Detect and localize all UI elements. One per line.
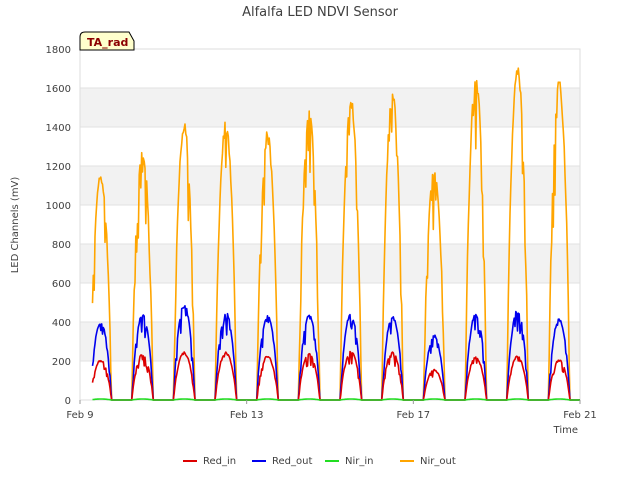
- grid-band: [80, 244, 580, 283]
- ta-rad-badge: TA_rad: [79, 31, 135, 51]
- badge-shape: [79, 31, 135, 51]
- y-tick-label: 1600: [46, 84, 71, 95]
- legend-label: Red_out: [272, 456, 312, 467]
- y-tick-label: 0: [65, 396, 71, 407]
- background-bands: [80, 88, 580, 361]
- legend-label: Red_in: [203, 456, 236, 467]
- y-tick-label: 1200: [46, 162, 71, 173]
- badge-label: TA_rad: [87, 36, 128, 49]
- series-line-nir-in: [92, 398, 580, 401]
- x-tick-labels: Feb 9 Feb 13 Feb 17 Feb 21: [66, 400, 597, 421]
- y-tick-label: 600: [52, 279, 71, 290]
- x-tick-label: Feb 21: [563, 410, 597, 421]
- y-axis-label: LED Channels (mV): [10, 177, 21, 274]
- x-axis-label: Time: [553, 425, 578, 436]
- y-tick-label: 1000: [46, 201, 71, 212]
- chart-title: Alfalfa LED NDVI Sensor: [242, 5, 399, 20]
- y-tick-label: 1400: [46, 123, 71, 134]
- x-tick-label: Feb 17: [397, 410, 431, 421]
- y-tick-label: 800: [52, 240, 71, 251]
- y-tick-label: 400: [52, 318, 71, 329]
- y-tick-label: 1800: [46, 45, 71, 56]
- legend-label: Nir_out: [420, 456, 456, 467]
- legend-label: Nir_in: [345, 456, 374, 467]
- grid-band: [80, 322, 580, 361]
- x-tick-label: Feb 9: [66, 410, 93, 421]
- y-tick-labels: 0 200 400 600 800 1000 1200 1400 1600 1800: [46, 45, 71, 407]
- legend: Red_in Red_out Nir_in Nir_out: [183, 456, 456, 467]
- y-tick-label: 200: [52, 357, 71, 368]
- x-tick-label: Feb 13: [230, 410, 264, 421]
- grid-band: [80, 88, 580, 127]
- series-layer: [91, 67, 580, 401]
- grid-band: [80, 166, 580, 205]
